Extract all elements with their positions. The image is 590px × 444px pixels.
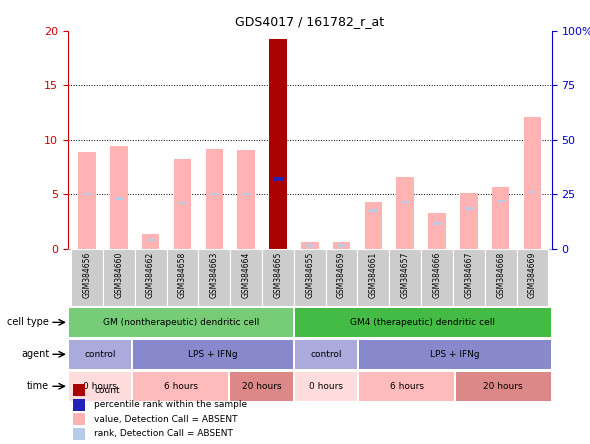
Bar [110,147,127,249]
Bar [262,249,294,306]
Text: GSM384668: GSM384668 [496,251,505,298]
Bar [396,177,414,249]
Text: GSM384667: GSM384667 [464,251,473,298]
Text: 6 hours: 6 hours [389,382,424,391]
Text: GM4 (therapeutic) dendritic cell: GM4 (therapeutic) dendritic cell [350,318,495,327]
Bar [83,193,91,195]
Bar [133,340,293,369]
Bar [133,372,228,401]
Bar [69,308,293,337]
Bar [73,413,85,425]
Text: cell type: cell type [7,317,49,327]
Bar [73,399,85,411]
Bar [465,207,473,210]
Bar [294,340,357,369]
Text: value, Detection Call = ABSENT: value, Detection Call = ABSENT [94,415,238,424]
Bar [69,372,132,401]
Bar [337,244,346,246]
Bar [115,198,123,200]
Bar [497,200,504,202]
Bar [301,242,319,249]
Text: 20 hours: 20 hours [241,382,281,391]
Text: GSM384657: GSM384657 [401,251,409,298]
Text: 0 hours: 0 hours [309,382,343,391]
Text: 6 hours: 6 hours [164,382,198,391]
Bar [179,202,186,204]
Bar [485,249,517,306]
Text: count: count [94,386,120,395]
Bar [147,239,155,241]
Bar [237,150,255,249]
Bar [433,222,441,225]
Bar [242,193,250,195]
Text: GM (nontherapeutic) dendritic cell: GM (nontherapeutic) dendritic cell [103,318,259,327]
Text: 0 hours: 0 hours [83,382,117,391]
Bar [359,372,454,401]
Text: rank, Detection Call = ABSENT: rank, Detection Call = ABSENT [94,429,233,438]
Bar [306,244,314,246]
Bar [365,202,382,249]
Bar [69,340,132,369]
Bar [205,149,223,249]
Text: time: time [27,381,49,391]
Bar [273,177,283,181]
Bar [142,234,159,249]
Text: GSM384658: GSM384658 [178,251,187,298]
Bar [103,249,135,306]
Text: percentile rank within the sample: percentile rank within the sample [94,400,248,409]
Bar [333,242,350,249]
Title: GDS4017 / 161782_r_at: GDS4017 / 161782_r_at [235,16,384,28]
Bar [524,117,541,249]
Text: GSM384662: GSM384662 [146,251,155,298]
Bar [326,249,358,306]
Bar [135,249,166,306]
Bar [389,249,421,306]
Text: LPS + IFNg: LPS + IFNg [430,350,480,359]
Bar [210,193,218,195]
Bar [294,249,326,306]
Bar [369,210,378,212]
Text: agent: agent [21,349,49,359]
Text: GSM384659: GSM384659 [337,251,346,298]
Bar [421,249,453,306]
Bar [359,340,550,369]
Bar [460,193,478,249]
Bar [198,249,230,306]
Text: GSM384655: GSM384655 [305,251,314,298]
Text: GSM384660: GSM384660 [114,251,123,298]
Bar [230,372,293,401]
Bar [78,152,96,249]
Text: GSM384664: GSM384664 [241,251,251,298]
Text: GSM384663: GSM384663 [210,251,219,298]
Text: GSM384666: GSM384666 [432,251,441,298]
Bar [73,385,85,396]
Text: control: control [84,350,116,359]
Text: GSM384661: GSM384661 [369,251,378,298]
Bar [230,249,262,306]
Bar [517,249,549,306]
Bar [529,191,536,193]
Bar [294,308,550,337]
Bar [453,249,485,306]
Bar [73,428,85,440]
Bar [428,213,446,249]
Bar [456,372,550,401]
Text: control: control [310,350,342,359]
Bar [173,159,191,249]
Bar [492,186,510,249]
Text: GSM384669: GSM384669 [528,251,537,298]
Text: LPS + IFNg: LPS + IFNg [188,350,238,359]
Text: 20 hours: 20 hours [483,382,523,391]
Text: GSM384656: GSM384656 [83,251,91,298]
Text: GSM384665: GSM384665 [273,251,283,298]
Bar [401,201,409,203]
Bar [166,249,198,306]
Bar [294,372,357,401]
Bar [358,249,389,306]
Bar [269,39,287,249]
Bar [71,249,103,306]
